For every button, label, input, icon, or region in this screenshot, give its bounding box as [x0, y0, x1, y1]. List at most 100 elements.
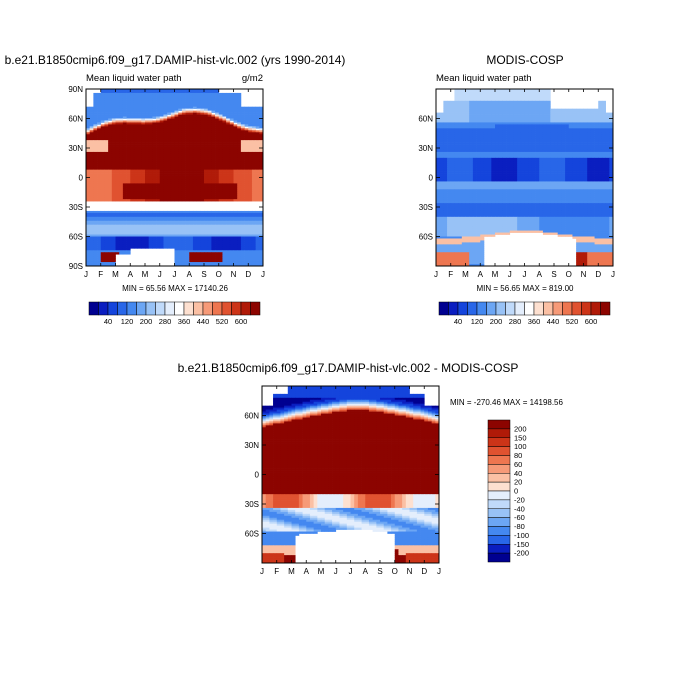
model-heatmap-cell [163, 183, 168, 186]
model-heatmap-cell [163, 132, 168, 135]
model-heatmap-cell [196, 122, 201, 125]
model-heatmap-cell [255, 124, 260, 127]
model-heatmap-cell [93, 149, 98, 153]
model-heatmap-cell [86, 222, 91, 226]
model-heatmap-cell [251, 240, 256, 243]
model-heatmap-cell [93, 167, 98, 170]
model-heatmap-cell [196, 193, 201, 196]
model-heatmap-cell [215, 248, 220, 251]
model-heatmap-cell [218, 96, 223, 100]
model-heatmap-cell [170, 226, 175, 229]
model-heatmap-cell [215, 136, 220, 139]
model-heatmap-cell [204, 98, 209, 102]
model-heatmap-cell [204, 104, 209, 108]
model-heatmap-cell [133, 104, 138, 108]
model-heatmap-cell [163, 230, 168, 233]
model-heatmap-cell [86, 264, 91, 267]
model-heatmap-cell [97, 157, 102, 161]
model-heatmap-cell [218, 214, 223, 218]
model-heatmap-cell [215, 254, 220, 257]
model-heatmap-cell [251, 248, 256, 251]
model-heatmap-cell [233, 214, 238, 218]
model-heatmap-cell [104, 185, 109, 188]
model-heatmap-cell [97, 232, 102, 235]
obs-heatmap-cell [531, 108, 536, 111]
model-heatmap-cell [222, 258, 227, 261]
model-heatmap-cell [189, 92, 194, 96]
model-heatmap-cell [108, 214, 113, 218]
model-heatmap-cell [255, 179, 260, 182]
obs-heatmap-cell [520, 94, 525, 98]
model-heatmap-cell [170, 169, 175, 172]
model-heatmap-cell [196, 114, 201, 117]
model-heatmap-cell [122, 96, 127, 100]
model-heatmap-cell [192, 120, 197, 123]
model-heatmap-cell [141, 118, 146, 121]
model-heatmap-cell [167, 108, 172, 111]
model-heatmap-cell [97, 218, 102, 222]
model-heatmap-cell [152, 199, 157, 202]
model-heatmap-cell [141, 149, 146, 153]
model-heatmap-cell [244, 260, 249, 263]
model-heatmap-cell [174, 89, 179, 92]
model-heatmap-cell [148, 236, 153, 239]
model-heatmap-cell [189, 240, 194, 243]
model-heatmap-cell [152, 142, 157, 145]
model-heatmap-cell [218, 212, 223, 216]
model-heatmap-cell [100, 210, 105, 214]
model-heatmap-cell [115, 148, 120, 151]
model-heatmap-cell [115, 238, 120, 241]
model-heatmap-cell [97, 118, 102, 121]
model-heatmap-cell [145, 177, 150, 180]
model-heatmap-cell [204, 142, 209, 145]
model-heatmap-cell [233, 216, 238, 220]
model-heatmap-cell [93, 163, 98, 167]
model-heatmap-cell [126, 167, 131, 170]
model-heatmap-cell [133, 165, 138, 169]
model-heatmap-cell [97, 120, 102, 123]
model-heatmap-cell [233, 149, 238, 153]
model-colorbar-swatch [183, 301, 194, 316]
obs-heatmap-cell [579, 108, 584, 111]
model-colorbar-label: 600 [235, 317, 248, 326]
obs-heatmap-cell [495, 94, 500, 98]
model-heatmap-cell [133, 136, 138, 139]
model-heatmap-cell [141, 171, 146, 174]
model-heatmap-cell [196, 262, 201, 265]
model-heatmap-cell [170, 161, 175, 165]
model-heatmap-cell [141, 153, 146, 157]
model-heatmap-cell [181, 159, 186, 163]
model-heatmap-cell [104, 187, 109, 190]
model-heatmap-cell [122, 153, 127, 157]
model-heatmap-cell [170, 181, 175, 184]
model-heatmap-cell [156, 226, 161, 229]
model-heatmap-cell [159, 212, 164, 216]
model-heatmap-cell [181, 116, 186, 119]
model-heatmap-cell [244, 171, 249, 174]
model-heatmap-cell [148, 193, 153, 196]
model-heatmap-cell [93, 169, 98, 172]
model-heatmap-cell [145, 195, 150, 198]
model-heatmap-cell [237, 252, 242, 255]
model-heatmap-cell [237, 250, 242, 253]
model-heatmap-cell [211, 163, 216, 167]
model-heatmap-cell [222, 214, 227, 218]
model-heatmap-cell [189, 179, 194, 182]
model-heatmap-cell [215, 246, 220, 249]
model-heatmap-cell [145, 128, 150, 131]
model-heatmap-cell [122, 191, 127, 194]
model-heatmap-cell [108, 126, 113, 129]
model-heatmap-cell [159, 232, 164, 235]
obs-heatmap-cell [579, 110, 584, 113]
model-heatmap-cell [167, 197, 172, 200]
model-heatmap-cell [93, 151, 98, 155]
model-heatmap-cell [226, 167, 231, 170]
model-heatmap-cell [152, 124, 157, 127]
model-heatmap-cell [237, 171, 242, 174]
model-heatmap-cell [229, 116, 234, 119]
model-heatmap-cell [196, 181, 201, 184]
model-heatmap-cell [178, 252, 183, 255]
model-heatmap-cell [233, 199, 238, 202]
model-heatmap-cell [126, 163, 131, 167]
model-heatmap-cell [248, 128, 253, 131]
